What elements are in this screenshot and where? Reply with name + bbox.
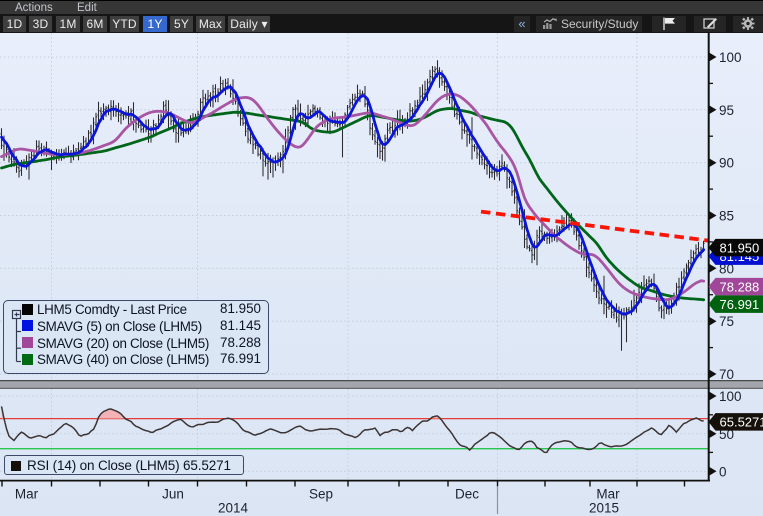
svg-text:70: 70	[719, 367, 734, 382]
svg-text:0: 0	[719, 464, 727, 479]
svg-text:80: 80	[719, 261, 734, 276]
svg-text:Jun: Jun	[162, 487, 184, 502]
svg-text:65.5271: 65.5271	[720, 415, 763, 430]
svg-text:90: 90	[719, 156, 734, 171]
svg-text:78.288: 78.288	[720, 279, 760, 294]
svg-text:Sep: Sep	[309, 487, 333, 502]
svg-text:Mar: Mar	[15, 487, 39, 502]
svg-text:95: 95	[719, 103, 734, 118]
svg-text:85: 85	[719, 209, 734, 224]
svg-text:Dec: Dec	[455, 487, 479, 502]
svg-text:Mar: Mar	[596, 487, 620, 502]
svg-text:100: 100	[719, 50, 742, 65]
svg-text:100: 100	[719, 389, 742, 404]
svg-text:2014: 2014	[218, 501, 249, 516]
svg-text:81.950: 81.950	[720, 241, 760, 256]
svg-text:75: 75	[719, 314, 734, 329]
svg-text:76.991: 76.991	[720, 297, 760, 312]
svg-text:2015: 2015	[589, 501, 619, 516]
